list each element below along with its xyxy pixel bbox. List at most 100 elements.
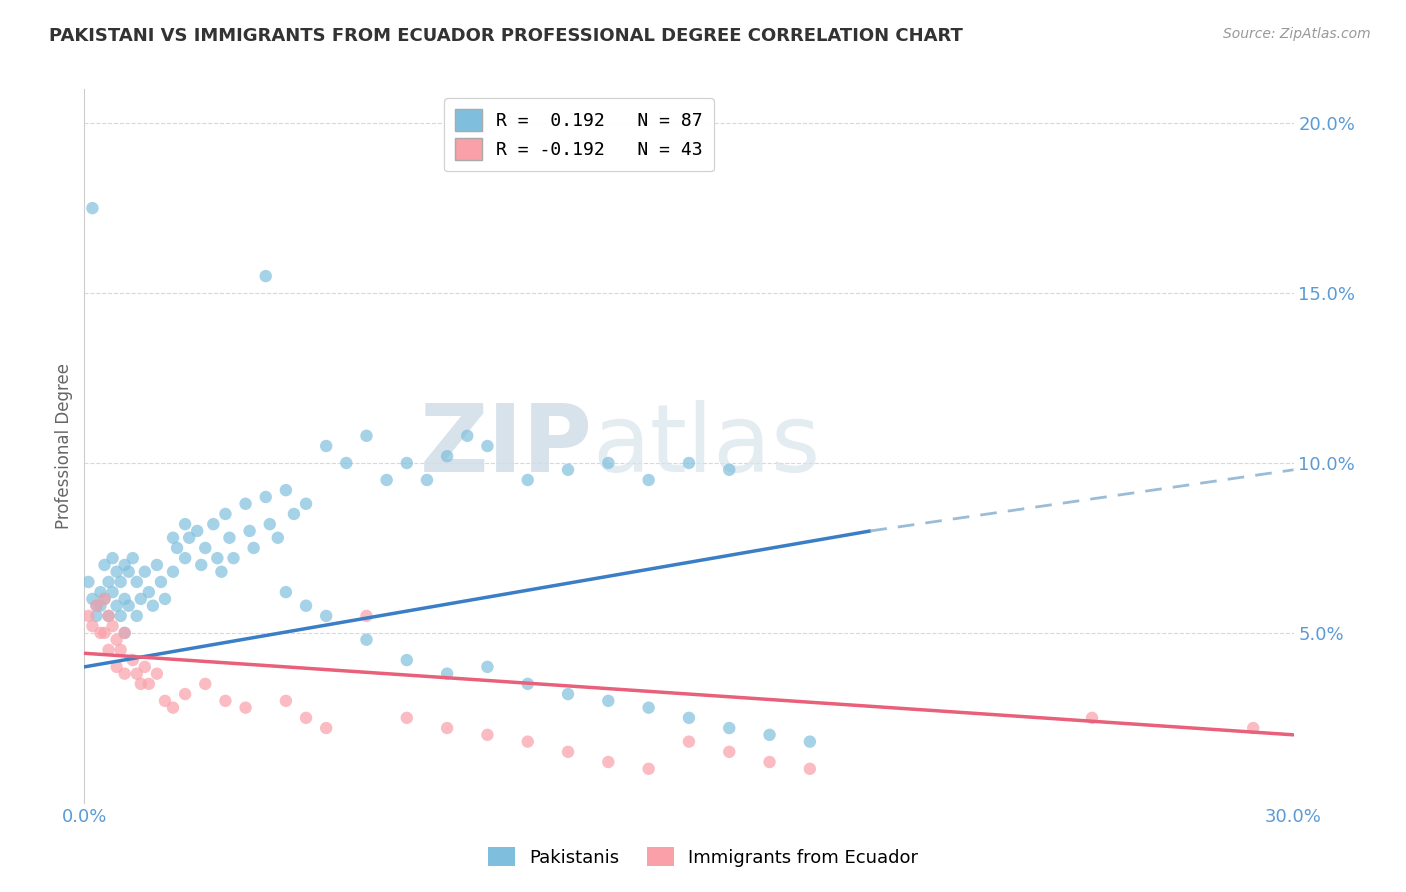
Point: [295, 711, 318, 725]
Point: [194, 677, 217, 691]
Point: [105, 660, 128, 674]
Point: [202, 517, 225, 532]
Point: [174, 517, 197, 532]
Point: [235, 497, 257, 511]
Point: [97, 608, 120, 623]
Point: [114, 558, 136, 572]
Point: [121, 653, 143, 667]
Point: [77, 608, 100, 623]
Point: [758, 755, 780, 769]
Point: [134, 660, 156, 674]
Point: [799, 734, 821, 748]
Point: [718, 745, 741, 759]
Point: [125, 666, 148, 681]
Point: [118, 565, 141, 579]
Point: [356, 608, 378, 623]
Point: [114, 626, 136, 640]
Point: [105, 599, 128, 613]
Point: [121, 551, 143, 566]
Point: [93, 591, 115, 606]
Text: ZIP: ZIP: [419, 400, 592, 492]
Point: [557, 463, 579, 477]
Point: [149, 574, 172, 589]
Point: [114, 591, 136, 606]
Point: [86, 599, 108, 613]
Point: [89, 585, 111, 599]
Point: [477, 728, 499, 742]
Point: [678, 711, 700, 725]
Point: [356, 632, 378, 647]
Point: [101, 585, 124, 599]
Point: [186, 524, 208, 538]
Point: [110, 608, 132, 623]
Point: [114, 666, 136, 681]
Point: [416, 473, 439, 487]
Point: [557, 745, 579, 759]
Text: atlas: atlas: [592, 400, 821, 492]
Point: [295, 599, 318, 613]
Text: Source: ZipAtlas.com: Source: ZipAtlas.com: [1223, 27, 1371, 41]
Point: [375, 473, 398, 487]
Point: [97, 643, 120, 657]
Point: [356, 429, 378, 443]
Point: [254, 269, 277, 284]
Point: [239, 524, 262, 538]
Point: [295, 497, 318, 511]
Y-axis label: Professional Degree: Professional Degree: [55, 363, 73, 529]
Point: [395, 456, 418, 470]
Point: [516, 734, 538, 748]
Point: [242, 541, 264, 555]
Point: [138, 585, 160, 599]
Point: [153, 694, 176, 708]
Point: [259, 517, 281, 532]
Point: [758, 728, 780, 742]
Point: [146, 666, 169, 681]
Point: [637, 700, 659, 714]
Point: [315, 608, 337, 623]
Point: [315, 721, 337, 735]
Point: [142, 599, 165, 613]
Point: [235, 700, 257, 714]
Point: [218, 531, 240, 545]
Point: [477, 660, 499, 674]
Point: [138, 677, 160, 691]
Point: [598, 755, 620, 769]
Point: [118, 599, 141, 613]
Point: [267, 531, 290, 545]
Point: [557, 687, 579, 701]
Point: [146, 558, 169, 572]
Point: [89, 626, 111, 640]
Point: [101, 619, 124, 633]
Point: [274, 694, 297, 708]
Point: [214, 694, 236, 708]
Point: [93, 626, 115, 640]
Point: [82, 619, 104, 633]
Point: [97, 608, 120, 623]
Point: [190, 558, 212, 572]
Point: [516, 473, 538, 487]
Point: [134, 565, 156, 579]
Point: [82, 201, 104, 215]
Point: [174, 551, 197, 566]
Point: [194, 541, 217, 555]
Point: [799, 762, 821, 776]
Point: [114, 626, 136, 640]
Point: [86, 608, 108, 623]
Point: [637, 473, 659, 487]
Point: [129, 591, 152, 606]
Point: [598, 694, 620, 708]
Point: [718, 463, 741, 477]
Point: [335, 456, 357, 470]
Point: [516, 677, 538, 691]
Point: [125, 608, 148, 623]
Point: [179, 531, 201, 545]
Point: [101, 551, 124, 566]
Point: [162, 700, 184, 714]
Point: [1241, 721, 1264, 735]
Point: [105, 565, 128, 579]
Point: [283, 507, 305, 521]
Text: PAKISTANI VS IMMIGRANTS FROM ECUADOR PROFESSIONAL DEGREE CORRELATION CHART: PAKISTANI VS IMMIGRANTS FROM ECUADOR PRO…: [49, 27, 963, 45]
Point: [110, 643, 132, 657]
Point: [436, 449, 458, 463]
Point: [315, 439, 337, 453]
